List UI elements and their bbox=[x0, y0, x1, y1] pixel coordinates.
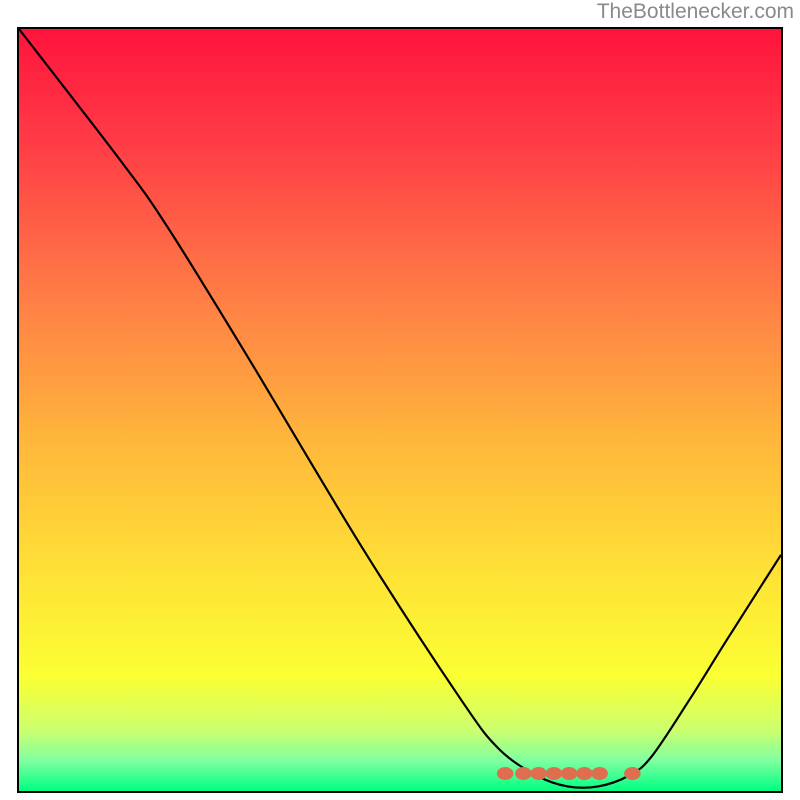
marker-point bbox=[577, 768, 593, 780]
marker-point bbox=[516, 768, 532, 780]
bottleneck-chart bbox=[17, 27, 783, 793]
marker-point bbox=[561, 768, 577, 780]
marker-point bbox=[625, 768, 641, 780]
optimal-range-markers bbox=[19, 29, 781, 791]
marker-point bbox=[592, 768, 608, 780]
marker-point bbox=[497, 768, 513, 780]
marker-point bbox=[531, 768, 547, 780]
marker-point bbox=[546, 768, 562, 780]
watermark-text: TheBottlenecker.com bbox=[597, 0, 794, 24]
